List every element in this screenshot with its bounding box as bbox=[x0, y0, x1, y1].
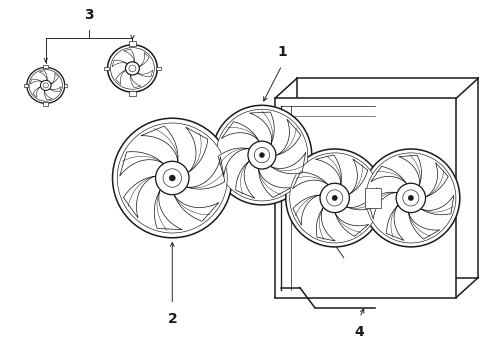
Polygon shape bbox=[274, 98, 455, 298]
Polygon shape bbox=[218, 148, 248, 176]
Polygon shape bbox=[370, 166, 406, 183]
FancyBboxPatch shape bbox=[43, 102, 48, 106]
Ellipse shape bbox=[27, 67, 64, 103]
FancyBboxPatch shape bbox=[156, 67, 161, 70]
Polygon shape bbox=[258, 169, 291, 198]
Polygon shape bbox=[349, 159, 367, 194]
Polygon shape bbox=[174, 195, 218, 221]
Polygon shape bbox=[235, 161, 254, 198]
Ellipse shape bbox=[129, 65, 136, 72]
Text: 2: 2 bbox=[167, 312, 177, 327]
Polygon shape bbox=[187, 157, 224, 189]
Circle shape bbox=[163, 169, 181, 187]
Polygon shape bbox=[33, 87, 41, 98]
Ellipse shape bbox=[125, 62, 139, 75]
Polygon shape bbox=[315, 155, 341, 184]
FancyBboxPatch shape bbox=[63, 84, 67, 87]
FancyBboxPatch shape bbox=[129, 91, 135, 95]
FancyBboxPatch shape bbox=[43, 65, 48, 68]
Circle shape bbox=[402, 190, 418, 206]
Polygon shape bbox=[112, 60, 127, 67]
Circle shape bbox=[361, 149, 459, 247]
Polygon shape bbox=[39, 71, 47, 81]
Polygon shape bbox=[130, 75, 141, 88]
Polygon shape bbox=[276, 119, 300, 155]
FancyBboxPatch shape bbox=[104, 67, 108, 70]
Circle shape bbox=[216, 109, 307, 201]
Polygon shape bbox=[123, 49, 134, 62]
Polygon shape bbox=[49, 87, 61, 92]
Polygon shape bbox=[367, 192, 396, 219]
Polygon shape bbox=[335, 213, 368, 236]
Polygon shape bbox=[44, 90, 52, 100]
Polygon shape bbox=[386, 206, 403, 240]
Circle shape bbox=[331, 195, 337, 201]
Polygon shape bbox=[316, 208, 335, 241]
Circle shape bbox=[212, 105, 311, 205]
Circle shape bbox=[285, 149, 383, 247]
Polygon shape bbox=[139, 53, 149, 67]
Ellipse shape bbox=[41, 80, 51, 90]
Polygon shape bbox=[137, 70, 152, 77]
Polygon shape bbox=[426, 163, 447, 197]
Circle shape bbox=[289, 153, 379, 243]
Polygon shape bbox=[292, 172, 327, 189]
Circle shape bbox=[395, 183, 425, 213]
Polygon shape bbox=[120, 152, 163, 176]
Polygon shape bbox=[141, 126, 178, 161]
Ellipse shape bbox=[29, 69, 62, 101]
Polygon shape bbox=[116, 70, 125, 84]
Circle shape bbox=[326, 190, 342, 206]
Polygon shape bbox=[221, 122, 258, 141]
Circle shape bbox=[247, 141, 275, 169]
Ellipse shape bbox=[107, 45, 157, 92]
Circle shape bbox=[254, 148, 269, 163]
Text: 4: 4 bbox=[354, 325, 364, 339]
Circle shape bbox=[259, 153, 264, 158]
Text: 3: 3 bbox=[83, 8, 93, 22]
Polygon shape bbox=[421, 195, 453, 215]
Polygon shape bbox=[30, 79, 42, 84]
Bar bbox=[364, 188, 380, 208]
Polygon shape bbox=[154, 190, 182, 230]
Polygon shape bbox=[398, 155, 421, 185]
Circle shape bbox=[407, 195, 413, 201]
Circle shape bbox=[112, 118, 232, 238]
Polygon shape bbox=[346, 188, 376, 210]
Circle shape bbox=[155, 161, 189, 195]
Polygon shape bbox=[408, 213, 439, 239]
Polygon shape bbox=[185, 127, 207, 172]
Circle shape bbox=[117, 123, 227, 233]
Polygon shape bbox=[249, 112, 274, 144]
Polygon shape bbox=[270, 152, 305, 174]
Ellipse shape bbox=[110, 48, 154, 89]
Text: 1: 1 bbox=[276, 45, 286, 59]
Ellipse shape bbox=[43, 83, 48, 88]
FancyBboxPatch shape bbox=[24, 84, 28, 87]
Polygon shape bbox=[51, 73, 59, 84]
Circle shape bbox=[365, 153, 455, 243]
Polygon shape bbox=[292, 195, 319, 225]
Circle shape bbox=[169, 175, 175, 181]
Polygon shape bbox=[123, 176, 155, 218]
FancyBboxPatch shape bbox=[129, 41, 135, 46]
Circle shape bbox=[319, 183, 349, 213]
